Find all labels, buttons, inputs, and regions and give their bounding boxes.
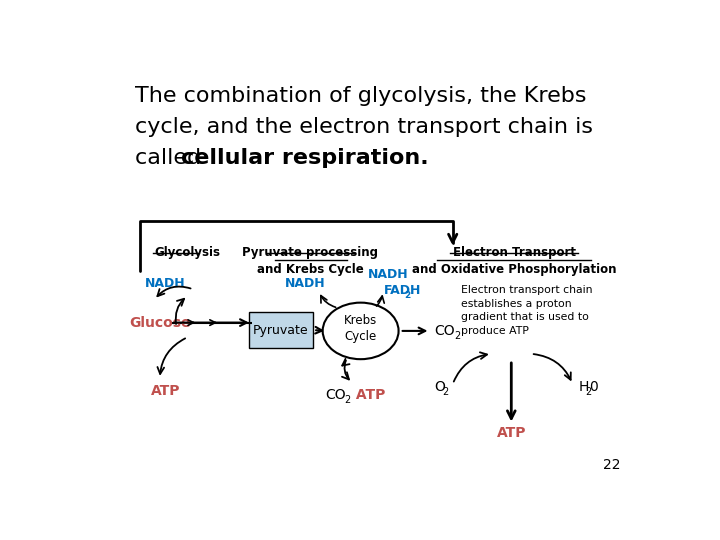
Text: FADH: FADH: [384, 284, 421, 296]
Text: 2: 2: [344, 395, 351, 406]
Text: NADH: NADH: [145, 276, 186, 289]
Text: Glucose: Glucose: [129, 315, 191, 329]
Text: Electron transport chain
establishes a proton
gradient that is used to
produce A: Electron transport chain establishes a p…: [461, 285, 593, 336]
Text: The combination of glycolysis, the Krebs: The combination of glycolysis, the Krebs: [135, 85, 586, 106]
Text: cellular respiration.: cellular respiration.: [181, 148, 428, 168]
Text: cycle, and the electron transport chain is: cycle, and the electron transport chain …: [135, 117, 593, 137]
FancyArrowPatch shape: [140, 221, 457, 271]
Text: ATP: ATP: [497, 426, 526, 440]
Text: 2: 2: [454, 331, 461, 341]
Text: Pyruvate: Pyruvate: [253, 323, 309, 336]
Text: ATP: ATP: [351, 388, 385, 402]
Text: ATP: ATP: [150, 384, 180, 398]
Text: 2: 2: [585, 388, 592, 397]
FancyBboxPatch shape: [249, 312, 313, 348]
Text: 22: 22: [603, 458, 620, 472]
Text: Electron Transport
and Oxidative Phosphorylation: Electron Transport and Oxidative Phospho…: [412, 246, 616, 276]
Text: NADH: NADH: [368, 268, 409, 281]
Text: 2: 2: [443, 388, 449, 397]
Text: Glycolysis: Glycolysis: [154, 246, 220, 259]
Circle shape: [323, 302, 399, 359]
Text: Pyruvate processing
and Krebs Cycle: Pyruvate processing and Krebs Cycle: [243, 246, 379, 276]
Text: O: O: [434, 380, 445, 394]
Text: CO: CO: [434, 324, 455, 338]
Text: called: called: [135, 148, 208, 168]
Text: CO: CO: [325, 388, 346, 402]
Text: H: H: [578, 380, 589, 394]
Text: Krebs
Cycle: Krebs Cycle: [344, 314, 377, 343]
Text: 0: 0: [590, 380, 598, 394]
Text: 2: 2: [404, 291, 410, 300]
Text: NADH: NADH: [284, 276, 325, 289]
